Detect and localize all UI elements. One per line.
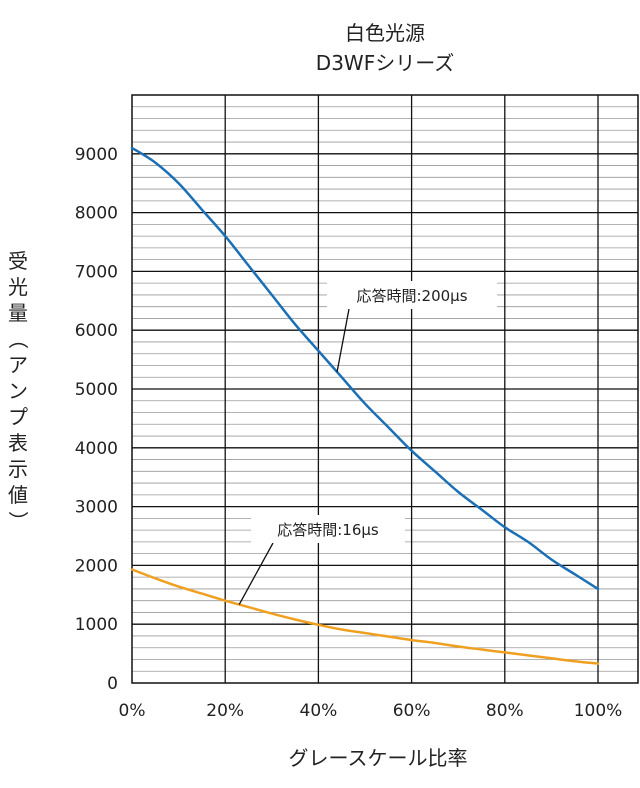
y-axis-label-char: （ — [6, 329, 30, 349]
y-axis-label-char: 量 — [8, 301, 28, 325]
y-tick-label: 2000 — [75, 556, 118, 576]
annotation-label: 応答時間:16μs — [277, 521, 379, 539]
annotation-leader — [238, 542, 274, 605]
annotation-leader — [336, 308, 350, 373]
x-tick-label: 40% — [300, 701, 338, 721]
plot-frame — [131, 94, 639, 684]
chart-subtitle: D3WFシリーズ — [316, 51, 454, 75]
y-axis-label-char: ） — [6, 511, 30, 531]
y-tick-label: 7000 — [75, 262, 118, 282]
plot-grid — [131, 94, 639, 684]
x-axis-label: グレースケール比率 — [289, 746, 468, 770]
y-axis-label-char: ン — [8, 379, 28, 403]
chart-title: 白色光源 — [345, 21, 425, 45]
y-axis-label-char: 表 — [8, 431, 28, 455]
y-tick-labels: 0 1000 2000 3000 4000 5000 6000 7000 8000 9000 — [75, 145, 118, 694]
y-axis-label-char: 光 — [8, 275, 28, 299]
y-tick-label: 9000 — [75, 145, 118, 165]
y-axis-label-char: 受 — [8, 249, 28, 273]
y-tick-label: 4000 — [75, 439, 118, 459]
annotation-box — [327, 281, 497, 309]
annotation-label: 応答時間:200μs — [356, 287, 467, 305]
x-tick-labels: 0% 20% 40% 60% 80% 100% — [119, 701, 623, 721]
y-axis-label-char: プ — [8, 405, 28, 429]
x-tick-label: 0% — [119, 701, 146, 721]
y-tick-label: 5000 — [75, 380, 118, 400]
y-axis-label-char: 示 — [8, 457, 28, 481]
x-tick-label: 20% — [206, 701, 244, 721]
y-axis-label-char: ア — [8, 353, 28, 377]
y-tick-label: 8000 — [75, 204, 118, 224]
x-tick-label: 100% — [574, 701, 623, 721]
y-axis-label-char: 値 — [8, 483, 28, 507]
y-tick-label: 3000 — [75, 498, 118, 518]
y-tick-label: 6000 — [75, 321, 118, 341]
series-line — [130, 568, 600, 665]
series-lines — [130, 146, 600, 665]
annotation-box — [251, 515, 405, 543]
y-tick-label: 1000 — [75, 615, 118, 635]
y-tick-label: 0 — [107, 674, 118, 694]
series-line — [130, 146, 600, 591]
annotations: 応答時間:200μs 応答時間:16μs — [238, 281, 497, 605]
x-tick-label: 80% — [486, 701, 524, 721]
x-tick-label: 60% — [393, 701, 431, 721]
